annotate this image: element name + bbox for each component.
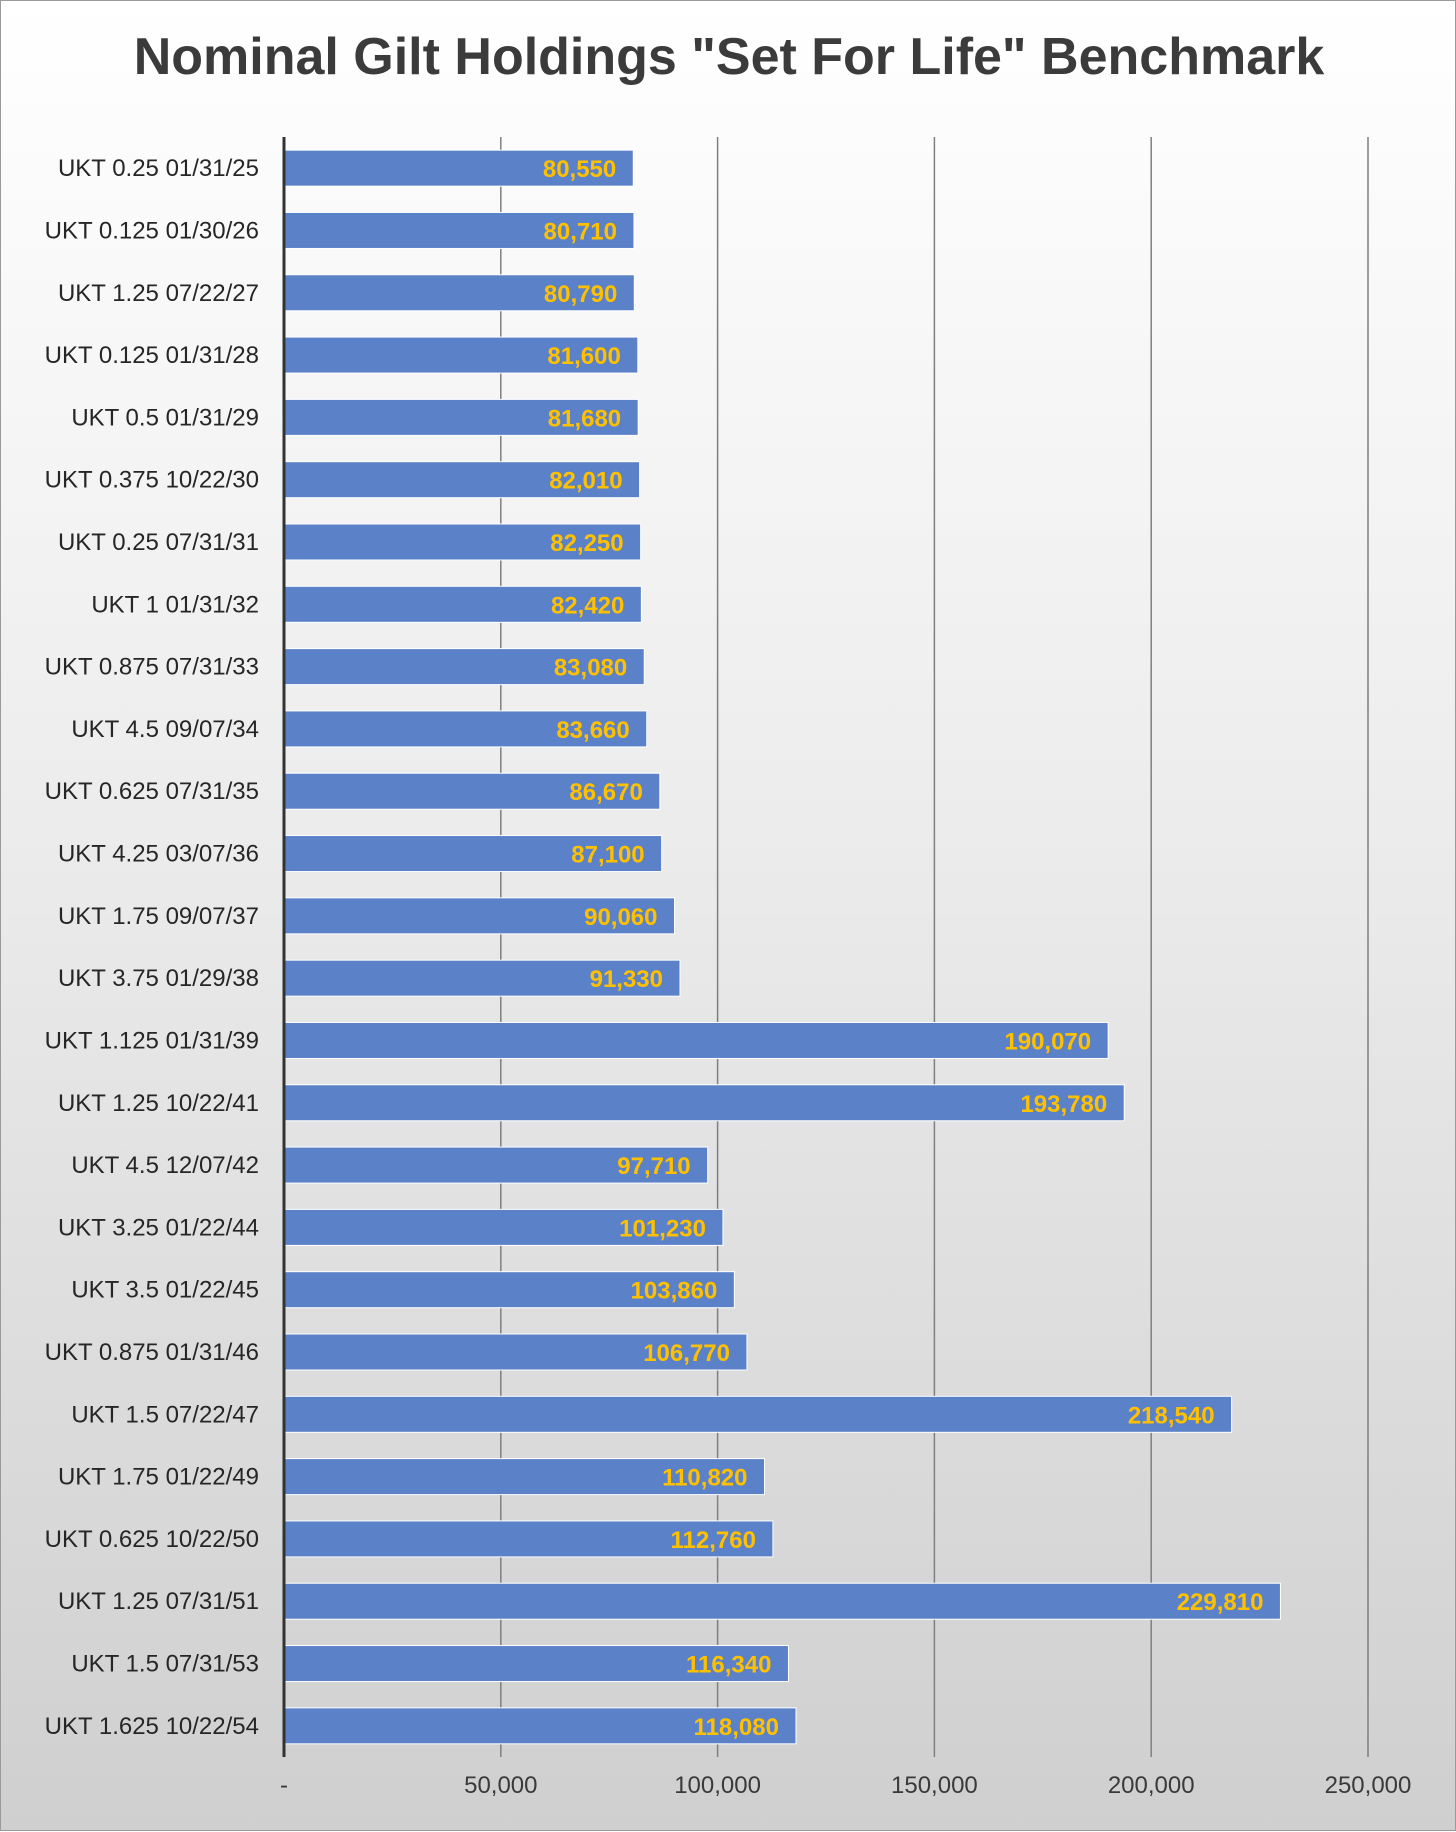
category-label: UKT 1 01/31/32 <box>91 591 259 618</box>
bar <box>283 336 639 374</box>
category-label: UKT 0.5 01/31/29 <box>71 404 259 431</box>
category-label: UKT 3.75 01/29/38 <box>58 965 259 992</box>
data-label: 82,010 <box>549 468 622 495</box>
data-label: 118,080 <box>694 1714 779 1741</box>
category-label: UKT 1.25 10/22/41 <box>58 1090 259 1117</box>
category-label: UKT 3.5 01/22/45 <box>71 1277 259 1304</box>
data-label: 82,420 <box>551 592 624 619</box>
data-label: 80,550 <box>543 156 616 183</box>
bar <box>283 398 639 436</box>
category-label: UKT 0.375 10/22/30 <box>45 467 259 494</box>
gridlines <box>500 137 1369 1757</box>
data-label: 112,760 <box>670 1527 755 1554</box>
category-label: UKT 0.125 01/30/26 <box>45 217 259 244</box>
bar <box>283 274 635 312</box>
data-label: 82,250 <box>550 530 623 557</box>
category-label: UKT 1.625 10/22/54 <box>45 1713 259 1740</box>
data-label: 83,660 <box>556 717 629 744</box>
bar <box>283 1021 1109 1059</box>
bar <box>283 772 661 810</box>
axes: - 50,000 100,000 150,000 200,000 250,000 UKT 0… <box>45 137 1412 1799</box>
bar <box>283 1645 789 1683</box>
bar <box>283 648 645 686</box>
bar <box>283 1146 709 1184</box>
data-label: 86,670 <box>569 779 642 806</box>
data-label: 101,230 <box>619 1215 706 1242</box>
category-label: UKT 0.125 01/31/28 <box>45 342 259 369</box>
data-label: 218,540 <box>1128 1402 1215 1429</box>
data-label: 229,810 <box>1177 1589 1264 1616</box>
bar <box>283 1333 748 1371</box>
category-label: UKT 1.5 07/22/47 <box>71 1401 259 1428</box>
bar <box>283 1458 766 1496</box>
x-tick-label: 200,000 <box>1108 1772 1195 1799</box>
bar <box>283 710 648 748</box>
bar <box>283 211 635 249</box>
data-label: 106,770 <box>643 1340 730 1367</box>
data-label: 87,100 <box>571 842 644 869</box>
bar <box>283 1084 1125 1122</box>
category-label: UKT 1.25 07/22/27 <box>58 280 259 307</box>
bar <box>283 1271 735 1309</box>
category-label: UKT 1.125 01/31/39 <box>45 1027 259 1054</box>
category-label: UKT 0.25 07/31/31 <box>58 529 259 556</box>
data-label: 83,080 <box>554 655 627 682</box>
bar <box>283 1707 797 1745</box>
bar <box>283 461 641 499</box>
bar <box>283 523 642 561</box>
x-tick-label: 50,000 <box>464 1772 537 1799</box>
x-tick-label: 100,000 <box>674 1772 761 1799</box>
category-label: UKT 0.625 10/22/50 <box>45 1526 259 1553</box>
bars <box>283 149 1281 1745</box>
category-label: UKT 0.625 07/31/35 <box>45 778 259 805</box>
x-tick-label: 150,000 <box>891 1772 978 1799</box>
category-label: UKT 0.25 01/31/25 <box>58 155 259 182</box>
data-label: 110,820 <box>662 1465 747 1492</box>
data-label: 81,680 <box>548 405 621 432</box>
category-label: UKT 4.5 12/07/42 <box>71 1152 259 1179</box>
category-label: UKT 1.25 07/31/51 <box>58 1588 259 1615</box>
data-label: 116,340 <box>686 1652 771 1679</box>
data-label: 81,600 <box>547 343 620 370</box>
bar <box>283 1395 1233 1433</box>
data-label: 97,710 <box>617 1153 690 1180</box>
category-label: UKT 0.875 01/31/46 <box>45 1339 259 1366</box>
bar <box>283 959 681 997</box>
bar <box>283 1582 1281 1620</box>
bar <box>283 1208 724 1246</box>
data-label: 190,070 <box>1004 1028 1091 1055</box>
category-label: UKT 1.75 09/07/37 <box>58 903 259 930</box>
data-label: 103,860 <box>631 1278 718 1305</box>
chart-title: Nominal Gilt Holdings "Set For Life" Ben… <box>133 28 1325 86</box>
data-label: 80,710 <box>544 218 617 245</box>
data-label: 80,790 <box>544 281 617 308</box>
bar <box>283 835 663 873</box>
x-tick-label: - <box>280 1772 288 1799</box>
data-label: 90,060 <box>584 904 657 931</box>
category-label: UKT 0.875 07/31/33 <box>45 654 259 681</box>
category-label: UKT 4.25 03/07/36 <box>58 841 259 868</box>
data-label: 193,780 <box>1020 1091 1107 1118</box>
bar <box>283 897 676 935</box>
x-tick-label: 250,000 <box>1325 1772 1412 1799</box>
category-label: UKT 1.5 07/31/53 <box>71 1651 259 1678</box>
bar <box>283 585 642 623</box>
category-label: UKT 4.5 09/07/34 <box>71 716 259 743</box>
category-label: UKT 3.25 01/22/44 <box>58 1214 259 1241</box>
category-label: UKT 1.75 01/22/49 <box>58 1464 259 1491</box>
data-label: 91,330 <box>590 966 663 993</box>
